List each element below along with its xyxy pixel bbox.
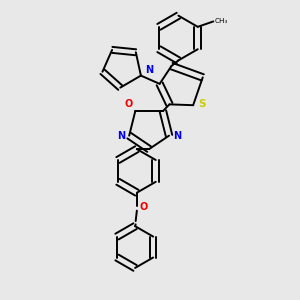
Text: N: N <box>173 131 181 141</box>
Text: N: N <box>117 131 125 141</box>
Text: S: S <box>199 99 206 109</box>
Text: O: O <box>124 99 132 109</box>
Text: CH₃: CH₃ <box>214 18 228 24</box>
Text: O: O <box>140 202 148 212</box>
Text: N: N <box>145 65 153 75</box>
